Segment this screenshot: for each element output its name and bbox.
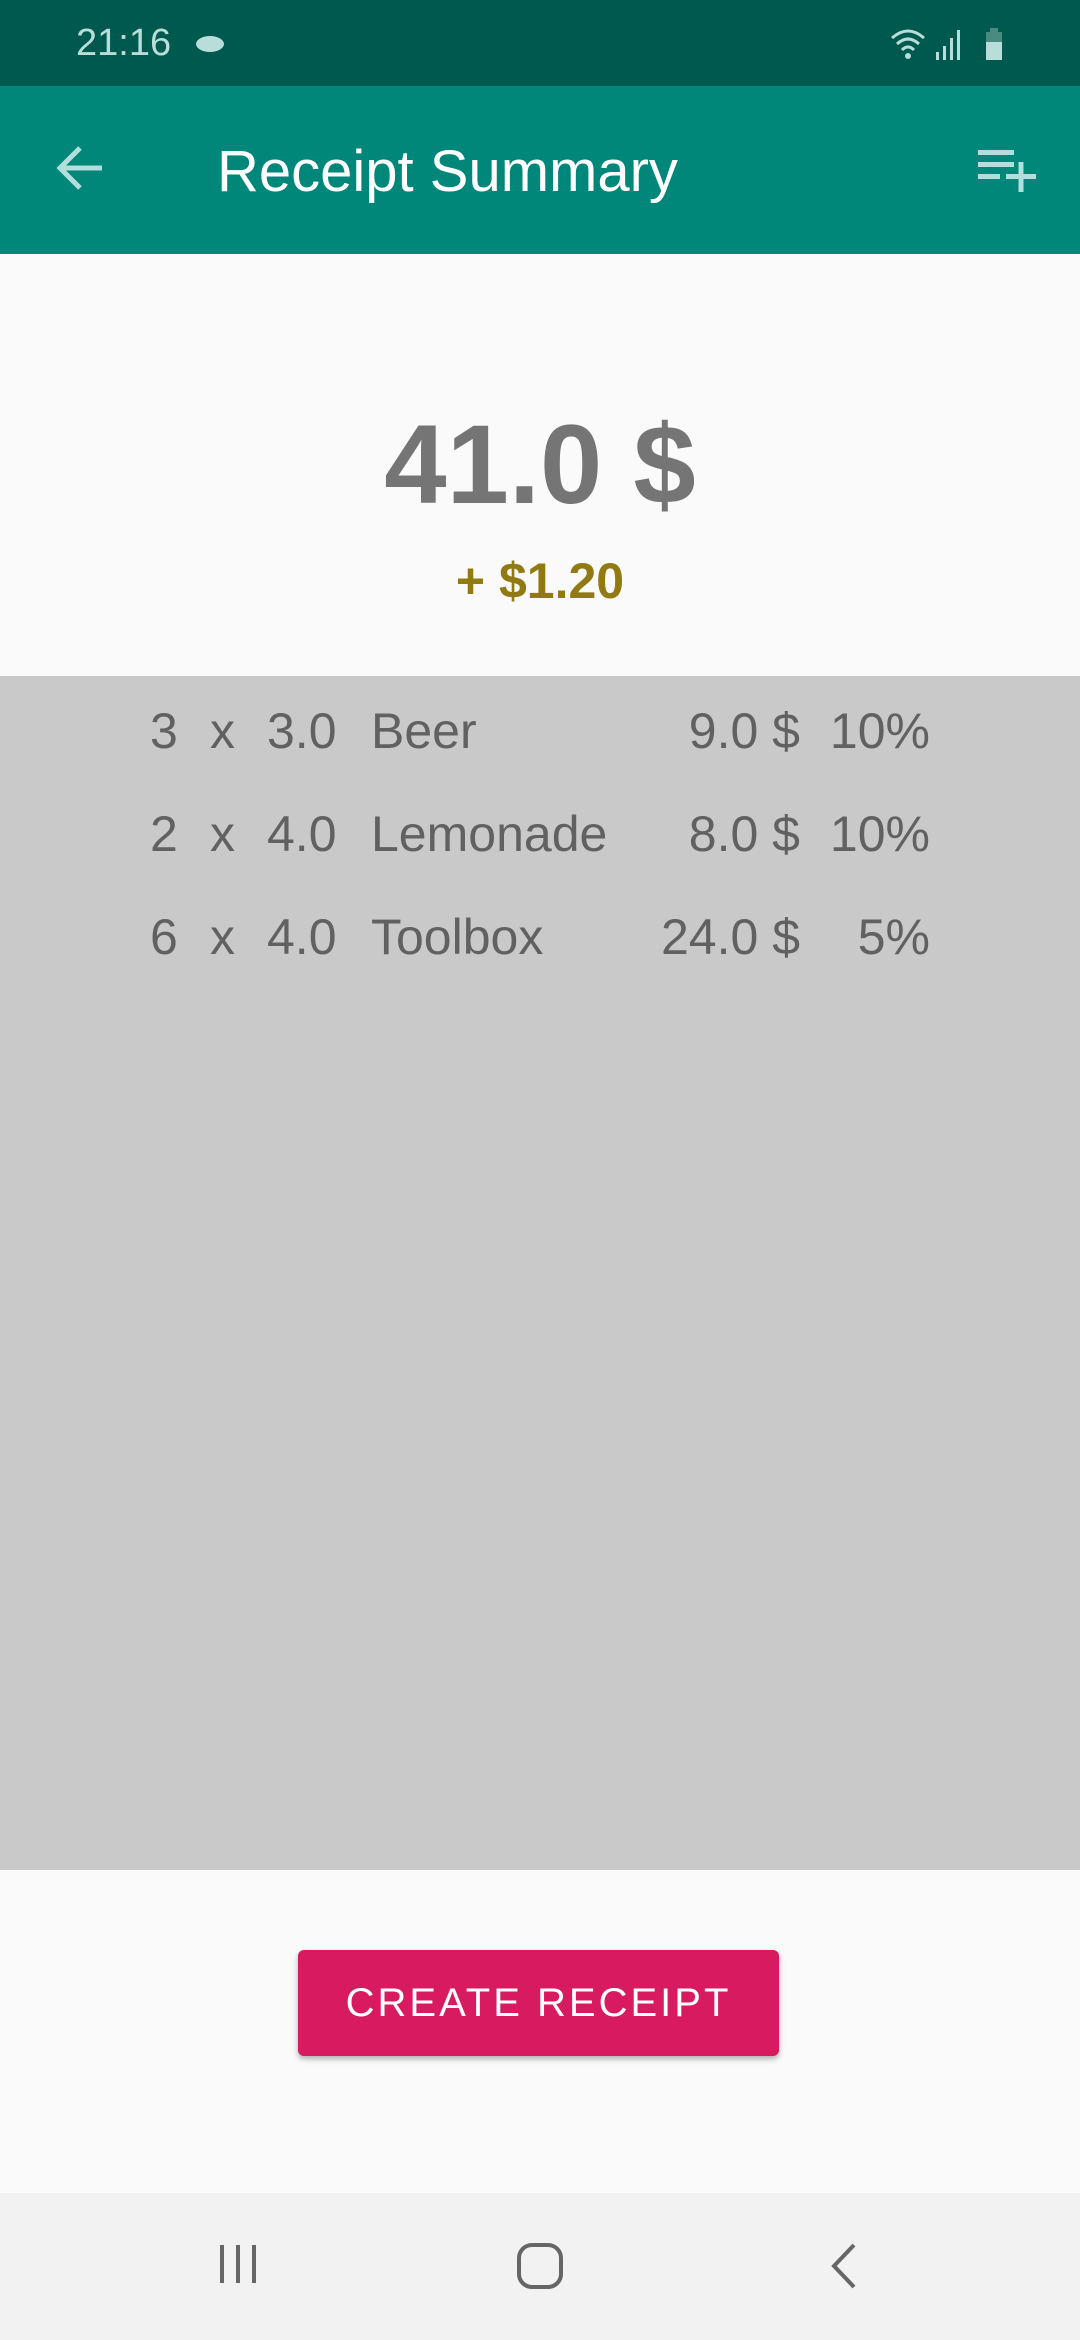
- add-list-icon[interactable]: [974, 140, 1038, 204]
- tax-total: + $1.20: [455, 553, 625, 609]
- item-total: 8.0 $: [688, 806, 800, 862]
- item-qty: 2: [150, 806, 178, 862]
- item-name: Beer: [371, 703, 477, 759]
- create-receipt-button[interactable]: CREATE RECEIPT: [298, 1950, 779, 2056]
- item-tax-rate: 10%: [829, 703, 930, 759]
- status-bar: 21:16: [0, 0, 1080, 86]
- notification-icon: [196, 36, 224, 52]
- system-nav-bar: [0, 2193, 1080, 2340]
- item-price: 4.0: [267, 806, 337, 862]
- app-bar: Receipt Summary: [0, 86, 1080, 254]
- item-price: 3.0: [267, 703, 337, 759]
- item-name: Lemonade: [371, 806, 608, 862]
- item-total: 9.0 $: [688, 703, 800, 759]
- item-tax-rate: 5%: [857, 909, 930, 965]
- item-qty: 6: [150, 909, 178, 965]
- item-price: 4.0: [267, 909, 337, 965]
- item-qty: 3: [150, 703, 178, 759]
- back-arrow-icon[interactable]: [52, 138, 112, 198]
- receipt-total: 41.0 $: [384, 402, 696, 527]
- status-time: 21:16: [76, 22, 172, 64]
- item-times: x: [210, 806, 235, 862]
- item-tax-rate: 10%: [829, 806, 930, 862]
- list-item[interactable]: 6 x 4.0 Toolbox 24.0 $ 5%: [0, 908, 1080, 988]
- back-nav-icon[interactable]: [824, 2241, 864, 2291]
- wifi-icon: [891, 29, 925, 59]
- battery-icon: [986, 28, 1002, 60]
- signal-icon: [936, 30, 960, 60]
- list-item[interactable]: 3 x 3.0 Beer 9.0 $ 10%: [0, 702, 1080, 782]
- recent-apps-icon[interactable]: [216, 2241, 262, 2287]
- list-item[interactable]: 2 x 4.0 Lemonade 8.0 $ 10%: [0, 805, 1080, 885]
- item-times: x: [210, 909, 235, 965]
- item-times: x: [210, 703, 235, 759]
- item-list[interactable]: 3 x 3.0 Beer 9.0 $ 10% 2 x 4.0 Lemonade …: [0, 676, 1080, 1870]
- page-title: Receipt Summary: [217, 139, 678, 204]
- item-name: Toolbox: [371, 909, 544, 965]
- item-total: 24.0 $: [660, 909, 800, 965]
- home-icon[interactable]: [515, 2241, 565, 2291]
